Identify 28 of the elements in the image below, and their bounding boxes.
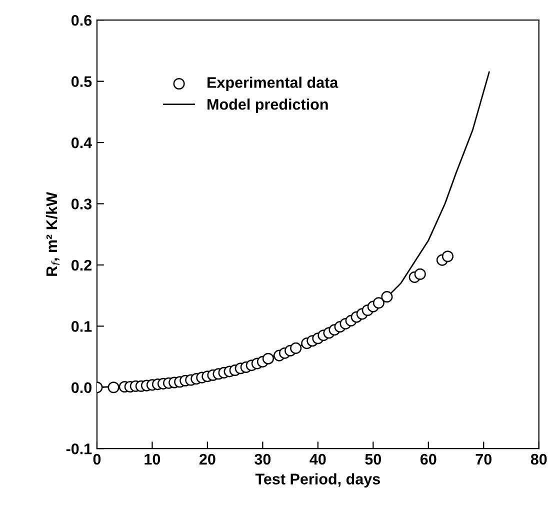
y-axis-title: R$_{f}$, m² K/kW <box>46 192 60 276</box>
y-tick-label: 0.2 <box>71 260 92 271</box>
point <box>262 352 274 364</box>
x-tick-label: 70 <box>476 454 492 465</box>
legend-label: Experimental data <box>208 76 338 91</box>
x-tick-label: 40 <box>310 454 326 465</box>
point <box>381 291 393 303</box>
x-tick-label: 50 <box>365 454 382 465</box>
x-tick-label: 10 <box>144 454 160 465</box>
x-tick-label: 0 <box>93 454 101 465</box>
point <box>108 382 120 394</box>
x-tick-label: 60 <box>420 454 436 465</box>
point <box>372 297 384 309</box>
x-tick-label: 80 <box>530 454 547 465</box>
point <box>414 268 426 280</box>
y-tick-label: 0.6 <box>71 14 92 26</box>
point <box>290 342 302 354</box>
x-axis-title: Test Period, days <box>255 473 380 488</box>
point <box>442 250 454 262</box>
x-tick-label: 20 <box>199 454 216 465</box>
legend-label: Model prediction <box>208 98 328 113</box>
y-tick-label: 0.3 <box>71 198 92 210</box>
y-tick-label: -0.1 <box>66 443 92 454</box>
x-tick-label: 30 <box>254 454 271 465</box>
y-tick-label: 0.1 <box>71 321 92 332</box>
y-tick-label: 0.5 <box>71 76 92 87</box>
y-tick-label: 0.4 <box>71 137 92 148</box>
y-tick-label: 0.0 <box>71 382 92 394</box>
